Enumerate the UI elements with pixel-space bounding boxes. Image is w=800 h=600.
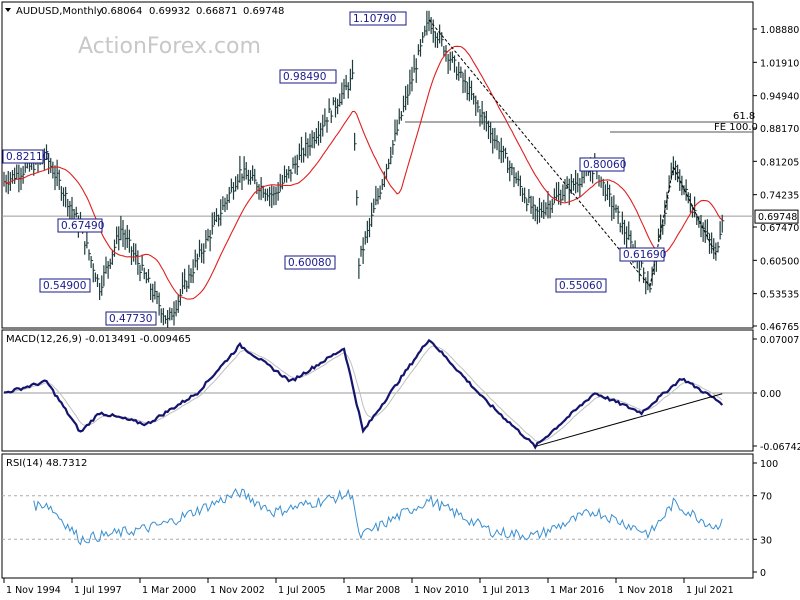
time-tick-label: 1 Nov 2002 [210,585,265,596]
retrace-dashed-line [672,166,717,255]
price-callout: 0.47730 [105,311,157,326]
callout-label: 1.10790 [353,13,396,25]
macd-panel [1,329,754,452]
price-tag-label: 0.69748 [758,212,797,223]
chart-header: AUDUSD,Monthly 0.68064 0.69932 0.66871 0… [5,6,284,17]
price-tick-label: 0.53535 [760,290,799,301]
macd-tick-label: -0.067423 [760,442,800,453]
macd-axis: 0.070071 0.00 -0.067423 [2,335,800,453]
macd-tick-label: 0.070071 [760,335,800,346]
callout-label: 0.67490 [61,220,104,232]
callout-box [39,278,91,293]
callout-label: 0.80060 [583,159,626,171]
rsi-axis: 100 70 30 0 [2,459,778,579]
callout-box [284,255,336,270]
price-bars [3,10,725,329]
price-callout: 0.67490 [57,218,104,233]
rsi-panel [1,453,754,579]
ohlc-close: 0.69748 [243,6,284,17]
price-callout: 0.80060 [579,157,626,172]
rsi-tick-label: 100 [760,459,778,470]
macd-tick-label: 0.00 [760,389,781,400]
price-callout: 0.98490 [279,69,337,84]
macd-title: MACD(12,26,9) -0.013491 -0.009465 [6,334,191,345]
price-callout: 0.61690 [619,247,666,262]
ohlc-high: 0.69932 [149,6,190,17]
price-callout: 0.82110 [2,149,49,164]
fib-61-8-label: 61.8 [733,111,755,122]
callout-box [279,69,337,84]
price-axis: 1.08880 1.01910 0.94940 0.88170 0.81205 0.742… [753,25,799,333]
time-tick-label: 1 Jul 2021 [686,585,734,596]
fe-100-label: FE 100.0 [714,122,758,133]
price-tag-box [754,209,799,224]
time-tick-label: 1 Nov 1994 [6,585,61,596]
symbol-label: AUDUSD,Monthly [16,6,103,17]
trend-lines [428,19,717,287]
callout-box [555,278,607,293]
rsi-title: RSI(14) 48.7312 [6,458,87,469]
price-tick-label: 0.88170 [760,124,799,135]
callout-label: 0.54900 [43,280,86,292]
price-callout: 0.54900 [39,278,91,293]
dropdown-arrow-icon[interactable] [5,8,11,12]
price-tick-label: 0.60500 [760,256,799,267]
time-axis: 1 Nov 1994 1 Jul 1997 1 Mar 2000 1 Nov 2002… [3,578,734,596]
watermark: ActionForex.com [78,34,261,59]
callout-label: 0.55060 [559,280,602,292]
callout-label: 0.47730 [109,313,152,325]
time-tick-label: 1 Mar 2016 [550,585,604,596]
price-tick-label: 0.46765 [760,322,799,333]
time-tick-label: 1 Mar 2000 [142,585,196,596]
macd-lines [3,338,724,450]
price-tick-label: 1.01910 [760,58,799,69]
price-panel [1,1,754,329]
callout-label: 0.82110 [6,151,49,163]
upswing-dashed-line [649,166,674,287]
price-callout: 0.55060 [555,278,607,293]
downtrend-dashed-line [428,19,651,287]
ma-polyline [3,45,723,300]
time-tick-label: 1 Mar 2008 [346,585,400,596]
callout-label: 0.60080 [288,257,331,269]
time-tick-label: 1 Nov 2018 [618,585,673,596]
price-tick-label: 0.94940 [760,92,799,103]
current-price-tag: 0.69748 [754,209,799,224]
price-tick-label: 1.08880 [760,25,799,36]
price-tick-label: 0.67470 [760,223,799,234]
callout-box [579,157,625,172]
rsi-tick-label: 0 [760,568,766,579]
rsi-tick-label: 30 [760,535,772,546]
callout-box [619,247,665,262]
callout-label: 0.61690 [623,249,666,261]
rsi-line [33,488,723,546]
rsi-lines [33,488,723,546]
rsi-tick-label: 70 [760,492,772,503]
moving-average-line [3,45,723,300]
time-tick-label: 1 Jul 2005 [278,585,326,596]
price-callouts: 1.10790 0.98490 0.82110 0.67490 0.54900 0.477… [2,11,666,326]
callout-label: 0.98490 [283,71,326,83]
macd-main-line [3,338,724,450]
ohlc-low: 0.66871 [196,6,237,17]
callout-box [349,11,407,26]
time-tick-label: 1 Nov 2010 [414,585,469,596]
price-tick-label: 0.74235 [760,191,799,202]
callout-box [2,149,44,164]
fibonacci-lines: 61.8FE 100.0 [2,111,758,217]
price-callout: 0.60080 [284,255,336,270]
price-tick-label: 0.81205 [760,157,799,168]
callout-box [105,311,157,326]
callout-box [57,218,103,233]
macd-support-line [535,393,723,447]
ohlc-open: 0.68064 [101,6,142,17]
time-tick-label: 1 Jul 1997 [74,585,122,596]
price-callout: 1.10790 [349,11,407,26]
time-tick-label: 1 Jul 2013 [482,585,530,596]
